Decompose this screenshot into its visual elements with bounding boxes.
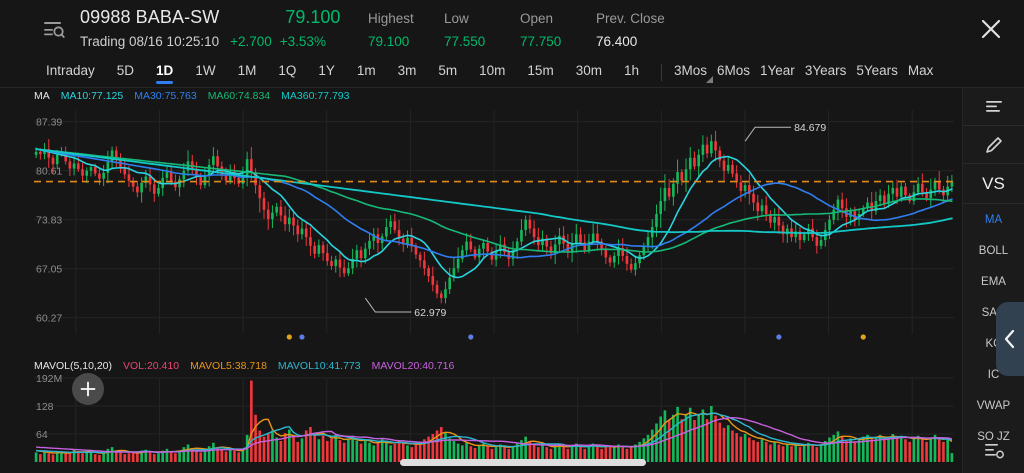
stat-prev-close: Prev. Close 76.400 [596, 8, 682, 53]
stat-low-label: Low [444, 11, 469, 26]
chart-area: MA MA10:77.125 MA30:75.763 MA60:74.834 M… [0, 88, 962, 473]
event-dot[interactable] [299, 334, 305, 340]
stat-prev-close-label: Prev. Close [596, 11, 665, 26]
volume-y-tick: 64 [36, 429, 48, 441]
stat-open-label: Open [520, 11, 554, 26]
tab-1d[interactable]: 1D [156, 63, 174, 84]
indicator-vwap[interactable]: VWAP [976, 399, 1011, 412]
sidebar-collapse-button[interactable] [996, 302, 1024, 376]
price-y-tick: 87.39 [36, 117, 62, 129]
ma-line-ma30 [35, 148, 953, 259]
tab-30m[interactable]: 30m [575, 62, 602, 78]
indicator-list-icon[interactable] [963, 88, 1024, 126]
volume-legend: MAVOL(5,10,20) VOL:20.410 MAVOL5:38.718 … [34, 360, 454, 372]
event-dot[interactable] [468, 334, 474, 340]
volume-y-tick: 128 [36, 401, 54, 413]
indicator-ic[interactable]: IC [987, 368, 1000, 381]
stat-open-value: 77.750 [520, 34, 562, 49]
stat-highest: Highest 79.100 [368, 8, 444, 53]
ma-legend-ma10: MA10:77.125 [60, 90, 124, 102]
timeframe-tabs: Intraday 5D 1D 1W 1M 1Q 1Y 1m 3m 5m 10m 15m 30m 1h 3Mo… [0, 58, 1024, 88]
vs-compare-button[interactable]: VS [963, 164, 1024, 204]
tabs-corner-marker [706, 76, 713, 83]
stat-open: Open 77.750 [520, 8, 596, 53]
price-y-tick: 67.05 [36, 264, 62, 276]
chart-range-scrollbar[interactable] [400, 459, 646, 466]
symbol-name: 09988 BABA-SW [80, 7, 220, 27]
indicator-boll[interactable]: BOLL [978, 244, 1009, 257]
price-panel[interactable]: 87.3980.6173.8367.0560.2784.67962.979Oct… [0, 102, 962, 342]
header: 09988 BABA-SW 79.100 Trading 08/16 10:25… [0, 0, 1024, 58]
quote-summary: 09988 BABA-SW 79.100 Trading 08/16 10:25… [80, 7, 340, 56]
event-dot[interactable] [286, 334, 292, 340]
ma-legend-label: MA [34, 90, 50, 102]
indicator-sidebar: VS MA BOLL EMA SAR KC IC VWAP SO JZ [962, 88, 1024, 473]
mavol-line-mavol5 [36, 411, 953, 454]
ma-line-ma60 [35, 148, 953, 253]
volume-legend-label: MAVOL(5,10,20) [34, 360, 113, 372]
ma-legend-ma30: MA30:75.763 [134, 90, 197, 102]
indicator-so-jz[interactable]: SO JZ [977, 430, 1010, 443]
volume-legend-mavol20: MAVOL20:40.716 [371, 360, 455, 372]
tab-15m[interactable]: 15m [527, 62, 554, 78]
price-change: +2.700 [230, 34, 272, 49]
volume-legend-mavol5: MAVOL5:38.718 [190, 360, 267, 372]
tab-5m[interactable]: 5m [438, 62, 458, 78]
tab-max[interactable]: Max [907, 62, 934, 78]
tab-1w[interactable]: 1W [195, 62, 216, 78]
ma-line-ma360 [35, 148, 953, 234]
quote-stats: Highest 79.100 Low 77.550 Open 77.750 Pr… [368, 8, 682, 53]
tabs-divider [660, 64, 662, 81]
add-indicator-button[interactable] [72, 373, 104, 405]
ma-legend-ma360: MA360:77.793 [281, 90, 350, 102]
tab-intraday[interactable]: Intraday [46, 62, 95, 78]
price-y-tick: 73.83 [36, 215, 62, 227]
annotation-period-high: 84.679 [794, 122, 826, 134]
stat-prev-close-value: 76.400 [596, 34, 638, 49]
annotation-period-low: 62.979 [414, 307, 446, 319]
last-price: 79.100 [285, 7, 341, 27]
tab-1y[interactable]: 1Y [318, 62, 335, 78]
indicator-ma[interactable]: MA [984, 213, 1003, 226]
tab-1q[interactable]: 1Q [278, 62, 297, 78]
stat-highest-value: 79.100 [368, 34, 410, 49]
tab-3m[interactable]: 3m [397, 62, 417, 78]
tab-10m[interactable]: 10m [479, 62, 506, 78]
volume-y-tick: 192M [36, 374, 62, 385]
trading-time: Trading 08/16 10:25:10 [80, 34, 220, 49]
volume-panel[interactable]: 192M 128 64 [0, 374, 962, 473]
tab-1m[interactable]: 1m [356, 62, 376, 78]
stat-low-value: 77.550 [444, 34, 486, 49]
volume-legend-mavol10: MAVOL10:41.773 [277, 360, 361, 372]
tab-5d[interactable]: 5D [116, 62, 135, 78]
draw-pencil-icon[interactable] [963, 126, 1024, 164]
tab-5years[interactable]: 5Years [856, 62, 898, 78]
tab-6mos[interactable]: 6Mos [717, 62, 751, 78]
list-search-icon[interactable] [38, 14, 68, 44]
tab-3years[interactable]: 3Years [804, 62, 847, 78]
price-change-percent: +3.53% [279, 34, 326, 49]
ma-legend-ma60: MA60:74.834 [207, 90, 271, 102]
stat-low: Low 77.550 [444, 8, 520, 53]
stat-highest-label: Highest [368, 11, 414, 26]
volume-legend-vol: VOL:20.410 [123, 360, 180, 372]
price-y-tick: 80.61 [36, 166, 62, 178]
indicator-ema[interactable]: EMA [981, 275, 1006, 288]
mavol-line-mavol20 [36, 417, 953, 453]
tab-1h[interactable]: 1h [623, 62, 639, 78]
price-y-tick: 60.27 [36, 313, 62, 325]
close-icon[interactable] [974, 12, 1008, 46]
ma-legend: MA MA10:77.125 MA30:75.763 MA60:74.834 M… [34, 90, 349, 102]
ma-line-ma10 [35, 148, 953, 279]
event-dot[interactable] [776, 334, 782, 340]
tab-1year[interactable]: 1Year [760, 62, 795, 78]
tab-1m[interactable]: 1M [237, 62, 257, 78]
indicator-settings-icon[interactable] [963, 435, 1024, 465]
tab-3mos[interactable]: 3Mos [673, 62, 707, 78]
event-dot[interactable] [860, 334, 866, 340]
